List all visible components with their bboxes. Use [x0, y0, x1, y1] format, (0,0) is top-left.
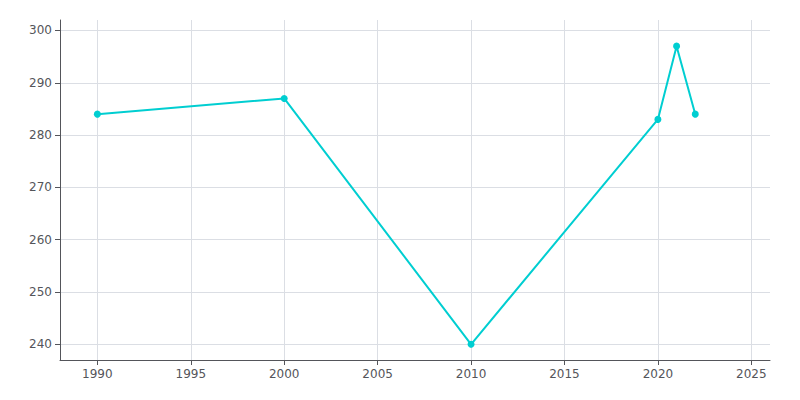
svg-text:2010: 2010 [456, 367, 487, 381]
svg-text:270: 270 [29, 180, 52, 194]
svg-text:1995: 1995 [176, 367, 207, 381]
svg-text:280: 280 [29, 128, 52, 142]
svg-text:250: 250 [29, 285, 52, 299]
svg-text:300: 300 [29, 23, 52, 37]
svg-text:260: 260 [29, 233, 52, 247]
svg-text:2025: 2025 [736, 367, 767, 381]
svg-text:2000: 2000 [269, 367, 300, 381]
svg-text:2020: 2020 [643, 367, 674, 381]
svg-text:290: 290 [29, 76, 52, 90]
svg-text:1990: 1990 [82, 367, 113, 381]
svg-text:2015: 2015 [549, 367, 580, 381]
svg-text:240: 240 [29, 337, 52, 351]
svg-text:2005: 2005 [362, 367, 393, 381]
